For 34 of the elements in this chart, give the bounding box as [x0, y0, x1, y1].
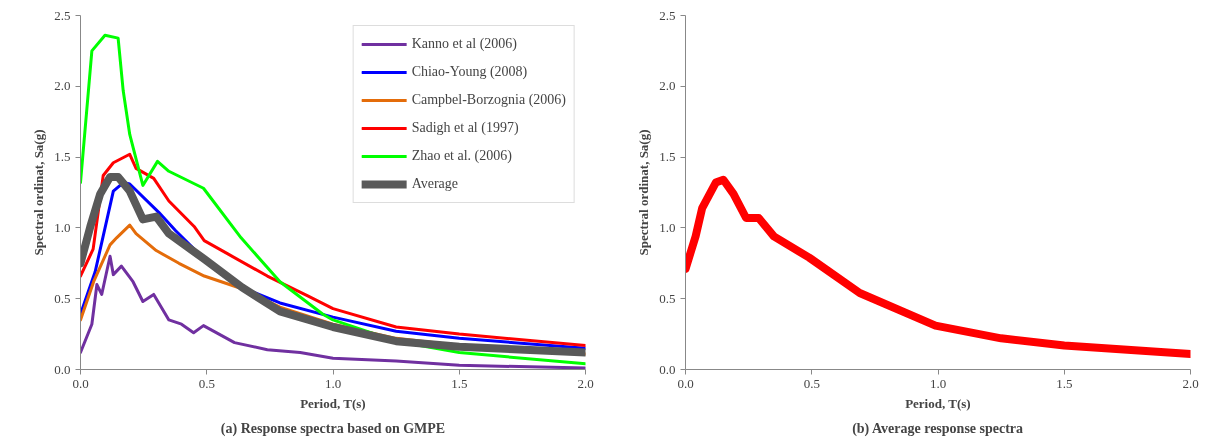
y-axis-title: Spectral ordinat, Sa(g): [636, 129, 652, 256]
x-tick-label: 0.5: [198, 375, 215, 391]
legend-label: Kanno et al (2006): [411, 36, 517, 52]
x-axis-title: Period, T(s): [905, 395, 971, 411]
y-tick-label: 1.5: [659, 149, 676, 165]
y-tick-label: 2.0: [659, 78, 676, 94]
legend-label: Chiao-Young (2008): [411, 64, 528, 80]
x-tick-label: 1.0: [324, 375, 342, 391]
y-tick-label: 1.0: [54, 219, 71, 235]
x-tick-label: 1.0: [929, 375, 947, 391]
legend-label: Sadigh et al (1997): [411, 120, 519, 136]
legend-label: Zhao et al. (2006): [411, 148, 512, 164]
y-axis-title: Spectral ordinat, Sa(g): [31, 129, 47, 256]
x-tick-label: 0.0: [72, 375, 89, 391]
x-tick-label: 2.0: [1182, 375, 1199, 391]
y-tick-label: 2.5: [54, 7, 71, 23]
y-tick-label: 0.0: [659, 361, 676, 377]
x-tick-label: 0.0: [677, 375, 694, 391]
y-tick-label: 0.5: [54, 290, 71, 306]
x-tick-label: 0.5: [803, 375, 820, 391]
y-tick-label: 1.0: [659, 219, 676, 235]
y-tick-label: 0.5: [659, 290, 676, 306]
text: (a) Response spectra based on GMPE: [220, 420, 446, 437]
x-tick-label: 1.5: [451, 375, 468, 391]
y-tick-label: 0.0: [54, 361, 71, 377]
text: (b) Average response spectra: [852, 420, 1024, 437]
y-tick-label: 1.5: [54, 149, 71, 165]
legend-label: Campbel-Borzognia (2006): [411, 92, 566, 108]
x-tick-label: 2.0: [577, 375, 594, 391]
y-tick-label: 2.5: [659, 7, 676, 23]
y-tick-label: 2.0: [54, 78, 71, 94]
x-tick-label: 1.5: [1056, 375, 1073, 391]
legend-label: Average: [411, 176, 459, 192]
x-axis-title: Period, T(s): [300, 395, 366, 411]
